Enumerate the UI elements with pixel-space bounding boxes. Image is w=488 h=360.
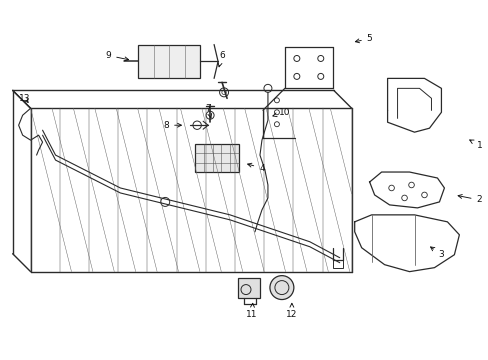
Text: 11: 11	[246, 303, 257, 319]
Text: 13: 13	[19, 94, 30, 103]
Text: 3: 3	[429, 247, 444, 259]
Circle shape	[269, 276, 293, 300]
Text: 4: 4	[247, 163, 264, 172]
Text: 1: 1	[469, 140, 481, 150]
Text: 6: 6	[218, 51, 224, 67]
Bar	[195, 144, 239, 172]
Text: 5: 5	[355, 34, 372, 43]
Text: 10: 10	[272, 108, 290, 117]
Text: 7: 7	[205, 104, 211, 118]
Text: 12: 12	[285, 303, 297, 319]
Bar	[138, 45, 200, 78]
Bar	[238, 278, 260, 298]
Text: 8: 8	[163, 121, 181, 130]
Text: 9: 9	[105, 51, 128, 61]
Bar	[332, 260, 342, 268]
Text: 2: 2	[457, 194, 481, 204]
